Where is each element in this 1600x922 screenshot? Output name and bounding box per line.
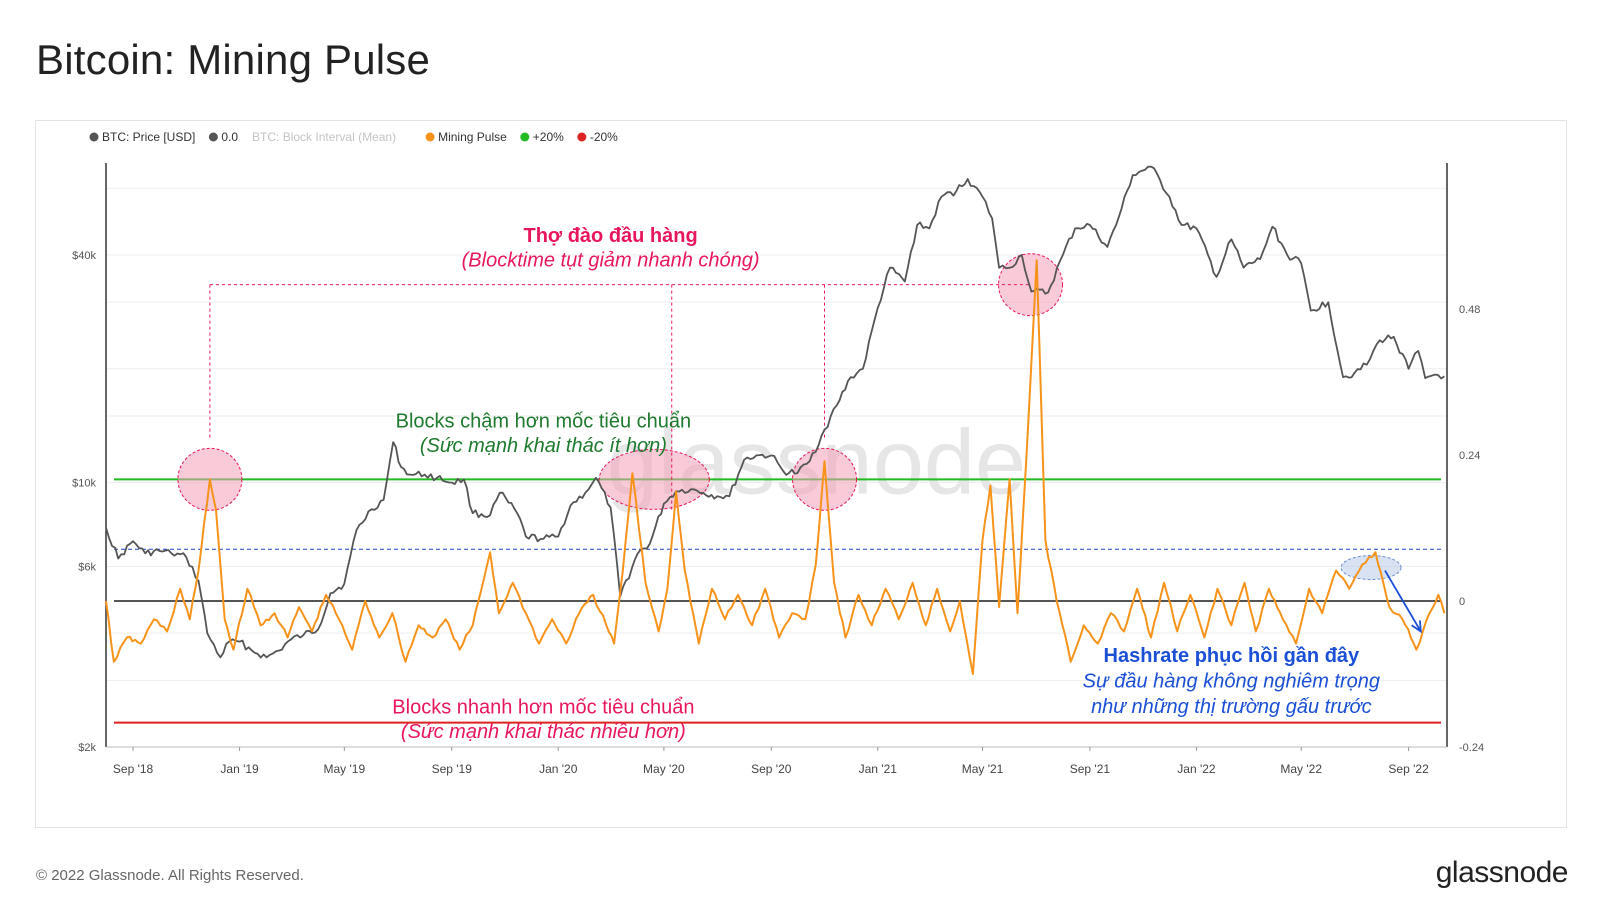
highlight-ellipse (598, 448, 710, 510)
legend-marker (208, 132, 218, 142)
axes: $2k $6k $10k $40k -0.24 0 0.24 0.48 Sep '18 Jan '… (72, 163, 1484, 776)
recovery-arrow-head (1411, 620, 1422, 634)
legend-marker (520, 132, 530, 142)
x-tick-label: Jan '20 (539, 762, 578, 776)
annotation-capitulation-title: Thợ đào đầu hàng (524, 225, 698, 247)
page-title: Bitcoin: Mining Pulse (36, 36, 431, 83)
highlight-ellipses (177, 253, 1402, 581)
y-right-tick-label: -0.24 (1459, 742, 1484, 754)
y-right-tick-label: 0.24 (1459, 450, 1480, 462)
legend-label: BTC: Block Interval (Mean) (252, 130, 396, 144)
legend-marker (89, 132, 99, 142)
reference-lines (114, 478, 1441, 724)
y-right-tick-label: 0 (1459, 596, 1465, 608)
annotation-slower-title: Blocks chậm hơn mốc tiêu chuẩn (396, 411, 691, 433)
x-tick-label: Jan '21 (859, 762, 898, 776)
highlight-ellipse (1340, 555, 1402, 581)
legend-marker (577, 132, 587, 142)
capitulation-connector (209, 284, 1031, 510)
annotation-faster-sub: (Sức mạnh khai thác nhiều hơn) (401, 721, 686, 743)
highlight-ellipse (792, 447, 858, 511)
x-tick-label: Jan '19 (220, 762, 259, 776)
mining-pulse-chart: glassnode $2k$6k$10k$40k-0.2400.240.48Se… (72, 130, 1484, 776)
x-tick-label: Sep '22 (1388, 762, 1429, 776)
y-left-tick-label: $10k (72, 478, 96, 490)
x-tick-label: May '19 (324, 762, 366, 776)
chart-frame: glassnode $2k$6k$10k$40k-0.2400.240.48Se… (35, 120, 1567, 828)
x-tick-label: May '21 (962, 762, 1004, 776)
x-tick-label: Jan '22 (1177, 762, 1216, 776)
legend-label: Mining Pulse (438, 130, 507, 144)
annotation-capitulation-sub: (Blocktime tụt giảm nhanh chóng) (462, 249, 760, 271)
highlight-ellipse (998, 253, 1064, 317)
x-tick-label: Sep '18 (113, 762, 154, 776)
annotation-slower-sub: (Sức mạnh khai thác ít hơn) (420, 435, 667, 457)
annotation-faster-title: Blocks nhanh hơn mốc tiêu chuẩn (392, 697, 694, 719)
legend-marker (425, 132, 435, 142)
recovery-arrow-line (1384, 570, 1422, 632)
y-right-tick-label: 0.48 (1459, 304, 1480, 316)
x-tick-label: May '22 (1280, 762, 1322, 776)
legend: BTC: Price [USD] 0.0 BTC: Block Interval (… (89, 130, 618, 144)
x-tick-label: Sep '19 (432, 762, 473, 776)
annotation-hashrate-title: Hashrate phục hồi gần đây (1104, 645, 1360, 667)
mining-pulse-line (105, 259, 1446, 675)
footer-logo: glassnode (1435, 856, 1569, 889)
legend-label: +20% (533, 130, 564, 144)
annotation-hashrate-sub2: như những thị trường gấu trước (1091, 696, 1372, 718)
legend-label: -20% (590, 130, 618, 144)
y-left-tick-label: $40k (72, 250, 96, 262)
y-left-tick-label: $2k (78, 742, 96, 754)
annotations: Thợ đào đầu hàng(Blocktime tụt giảm nhan… (392, 225, 1422, 743)
x-tick-label: May '20 (643, 762, 685, 776)
annotation-hashrate-sub1: Sự đầu hàng không nghiêm trọng (1083, 670, 1380, 692)
x-tick-label: Sep '20 (751, 762, 792, 776)
legend-label: BTC: Price [USD] (102, 130, 195, 144)
series-lines (105, 165, 1446, 675)
legend-label: 0.0 (221, 130, 238, 144)
btc-price-line (105, 165, 1445, 659)
gridlines (106, 187, 1447, 681)
footer-copyright: © 2022 Glassnode. All Rights Reserved. (36, 867, 304, 884)
y-left-tick-label: $6k (78, 562, 96, 574)
x-tick-label: Sep '21 (1070, 762, 1111, 776)
